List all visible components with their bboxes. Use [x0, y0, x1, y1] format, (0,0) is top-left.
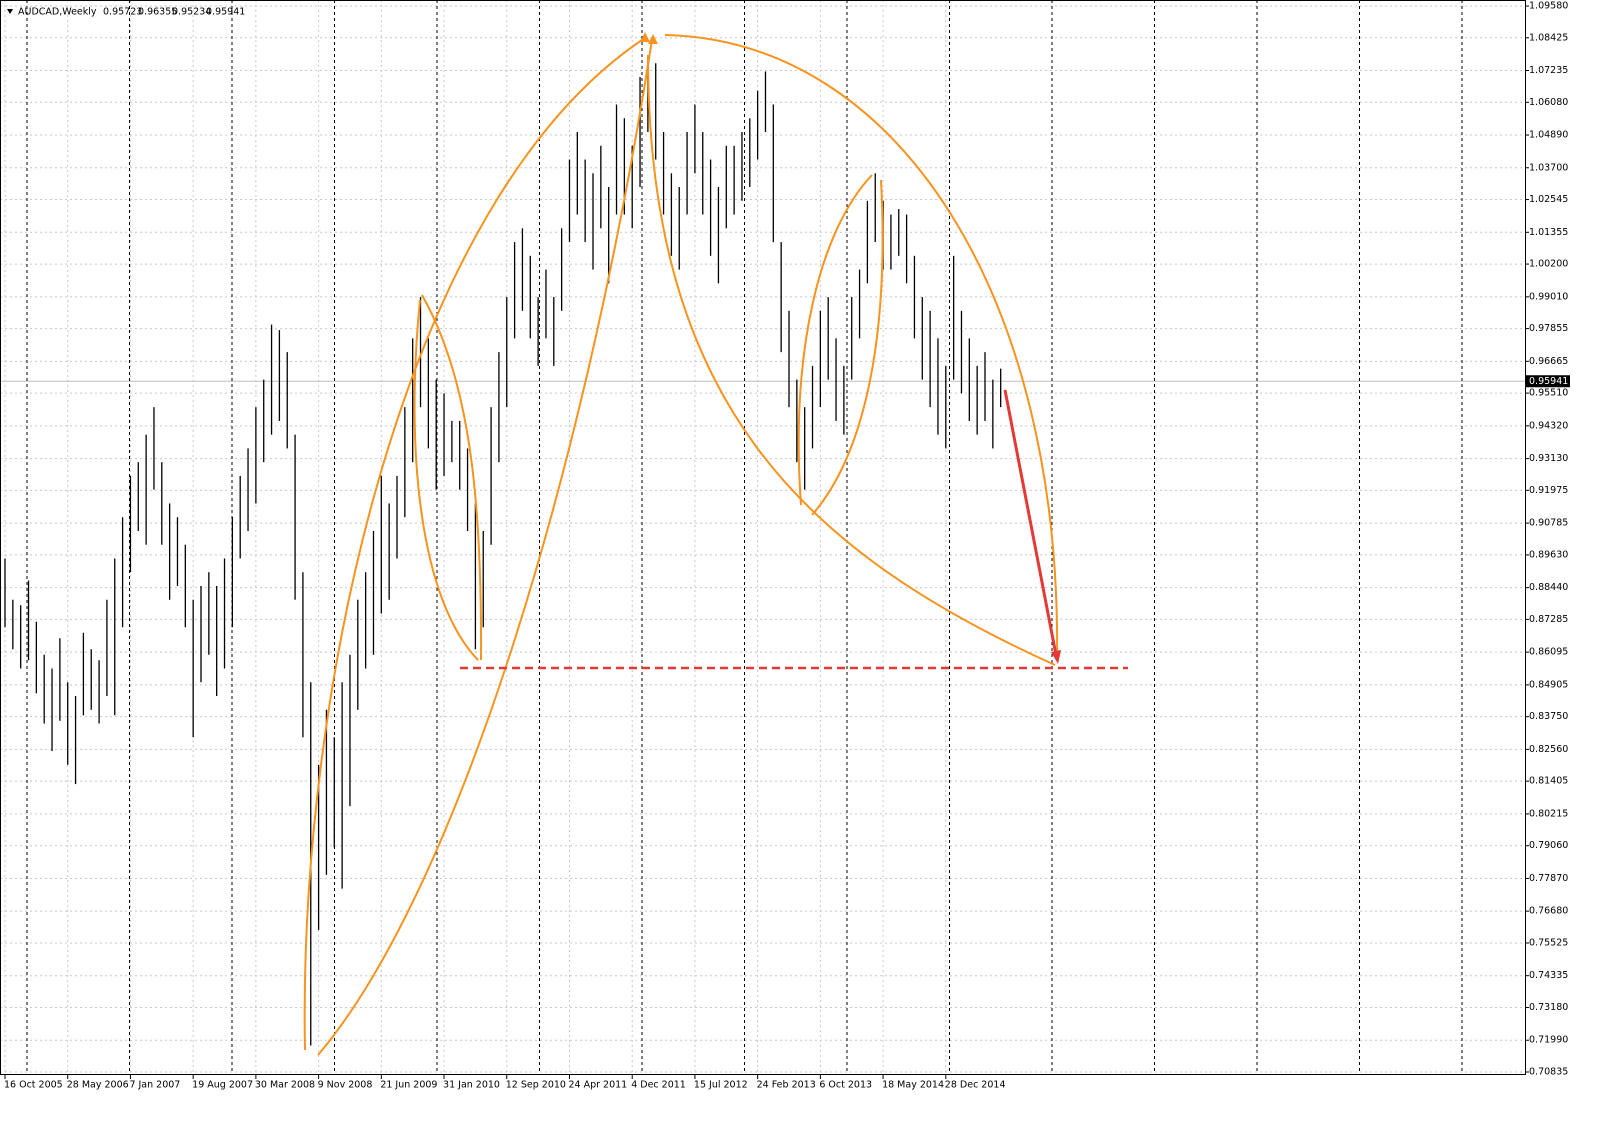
x-tick-label: 12 Sep 2010 — [506, 1080, 566, 1091]
x-tick-label: 4 Dec 2011 — [631, 1080, 686, 1091]
x-tick-label: 30 Mar 2008 — [255, 1080, 315, 1091]
arrow-head — [648, 34, 658, 44]
dropdown-icon — [7, 9, 13, 14]
x-tick-label: 28 Dec 2014 — [945, 1080, 1006, 1091]
y-tick-label: 0.86095 — [1529, 647, 1568, 658]
high-value: 0.96355 — [138, 7, 177, 18]
y-tick-label: 1.09580 — [1529, 1, 1568, 12]
y-tick-label: 0.88440 — [1529, 582, 1568, 593]
y-tick-label: 0.79060 — [1529, 840, 1568, 851]
y-tick-label: 0.80215 — [1529, 808, 1568, 819]
y-tick-label: 0.84905 — [1529, 679, 1568, 690]
x-tick-label: 28 May 2006 — [67, 1080, 129, 1091]
low-value: 0.95234 — [172, 7, 211, 18]
plot-frame — [0, 0, 1526, 1075]
current-price-label: 0.95941 — [1529, 376, 1568, 387]
close-value: 0.95941 — [206, 7, 245, 18]
y-tick-label: 0.75525 — [1529, 937, 1568, 948]
open-value: 0.95723 — [103, 7, 142, 18]
y-tick-label: 0.70835 — [1529, 1067, 1568, 1078]
x-tick-label: 9 Nov 2008 — [318, 1080, 373, 1091]
period-separators — [26, 0, 1463, 1074]
arc — [421, 294, 483, 661]
arrow-line — [1003, 389, 1058, 656]
current-price-box — [1526, 375, 1570, 388]
y-tick-label: 0.95510 — [1529, 388, 1568, 399]
y-tick-label: 0.94320 — [1529, 420, 1568, 431]
arc — [664, 34, 1059, 661]
y-tick-label: 0.77870 — [1529, 873, 1568, 884]
y-tick-label: 1.08425 — [1529, 32, 1568, 43]
arc — [413, 299, 479, 661]
arrow-head — [1051, 650, 1061, 664]
x-tick-label: 21 Jun 2009 — [380, 1080, 437, 1091]
symbol-title: AUDCAD,Weekly — [18, 7, 97, 18]
y-tick-label: 1.02545 — [1529, 194, 1568, 205]
x-tick-label: 16 Oct 2005 — [4, 1080, 63, 1091]
y-tick-label: 0.76680 — [1529, 906, 1568, 917]
arrow-head — [640, 32, 650, 42]
y-tick-label: 0.99010 — [1529, 291, 1568, 302]
arc — [647, 54, 1056, 666]
y-tick-label: 0.82560 — [1529, 744, 1568, 755]
y-tick-label: 0.73180 — [1529, 1002, 1568, 1013]
arc — [797, 174, 873, 506]
x-tick-label: 15 Jul 2012 — [694, 1080, 748, 1091]
y-tick-label: 1.06080 — [1529, 97, 1568, 108]
annotations — [303, 32, 1128, 1056]
arc — [303, 37, 646, 1051]
x-tick-label: 18 May 2014 — [882, 1080, 944, 1091]
y-tick-label: 1.04890 — [1529, 130, 1568, 141]
y-tick-label: 1.03700 — [1529, 162, 1568, 173]
arc — [317, 39, 653, 1056]
y-tick-label: 0.89630 — [1529, 549, 1568, 560]
y-tick-label: 1.01355 — [1529, 227, 1568, 238]
x-tick-label: 24 Feb 2013 — [757, 1080, 816, 1091]
y-tick-label: 0.87285 — [1529, 614, 1568, 625]
y-tick-label: 0.90785 — [1529, 518, 1568, 529]
grid — [0, 0, 1525, 1074]
y-tick-label: 1.00200 — [1529, 259, 1568, 270]
x-tick-label: 24 Apr 2011 — [568, 1080, 627, 1091]
x-tick-label: 6 Oct 2013 — [819, 1080, 872, 1091]
x-tick-label: 7 Jan 2007 — [129, 1080, 180, 1091]
x-tick-label: 19 Aug 2007 — [192, 1080, 253, 1091]
y-tick-label: 0.93130 — [1529, 453, 1568, 464]
y-tick-label: 0.71990 — [1529, 1035, 1568, 1046]
y-tick-label: 0.83750 — [1529, 711, 1568, 722]
y-tick-label: 1.07235 — [1529, 65, 1568, 76]
x-tick-label: 31 Jan 2010 — [443, 1080, 500, 1091]
y-tick-label: 0.97855 — [1529, 323, 1568, 334]
price-axis: 1.09580 1.08425 1.07235 1.06080 1.04890 1.037… — [4, 1, 1570, 1091]
arc — [811, 179, 884, 516]
y-tick-label: 0.81405 — [1529, 776, 1568, 787]
y-tick-label: 0.91975 — [1529, 485, 1568, 496]
y-tick-label: 0.74335 — [1529, 970, 1568, 981]
y-tick-label: 0.96665 — [1529, 356, 1568, 367]
